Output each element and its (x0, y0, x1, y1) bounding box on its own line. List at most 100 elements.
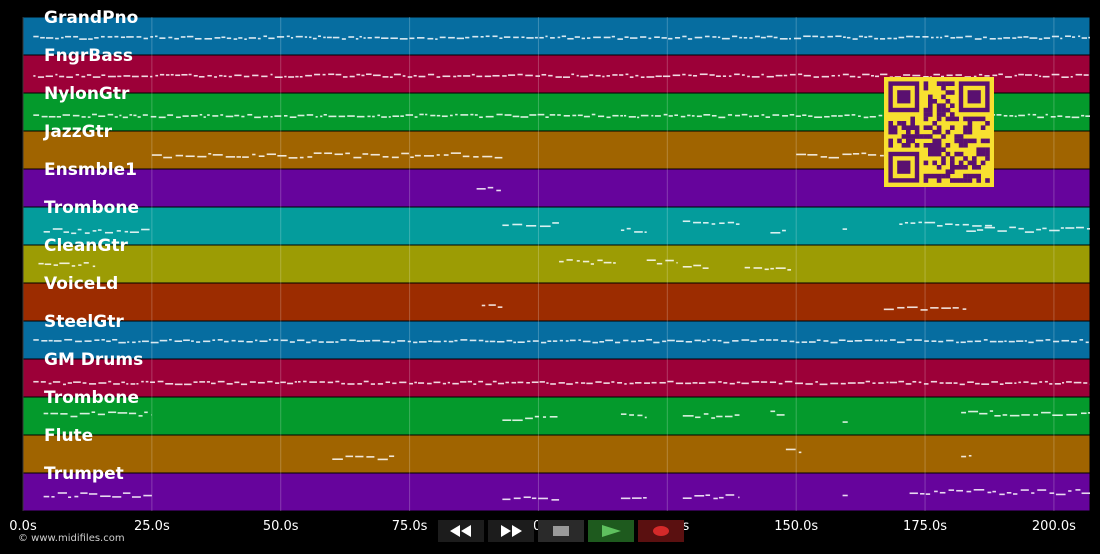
stop-button[interactable] (538, 520, 584, 542)
qr-module (932, 129, 937, 135)
note-mark (53, 340, 62, 342)
fast-forward-button[interactable] (488, 520, 534, 542)
note-mark (43, 231, 50, 233)
track-lane[interactable] (22, 472, 1091, 512)
note-mark (92, 265, 96, 268)
note-mark (552, 340, 558, 342)
qr-module (963, 143, 968, 148)
track-lane[interactable] (22, 244, 1091, 284)
note-mark (478, 380, 484, 383)
note-mark (838, 115, 843, 117)
note-mark (599, 341, 605, 343)
note-mark (390, 37, 398, 40)
note-mark (51, 496, 55, 498)
rewind-button[interactable] (438, 520, 484, 542)
note-mark (1050, 116, 1056, 118)
note-mark (893, 37, 898, 40)
note-mark (592, 341, 598, 344)
note-mark (654, 36, 660, 39)
note-mark (572, 114, 577, 117)
record-button[interactable] (638, 520, 684, 542)
note-mark (267, 380, 273, 383)
note-mark (55, 73, 58, 76)
note-mark (612, 74, 618, 76)
note-mark (448, 36, 455, 39)
note-mark (992, 490, 996, 493)
note-mark (309, 36, 312, 39)
note-mark (1073, 381, 1082, 384)
note-mark (122, 116, 128, 119)
qr-module (936, 125, 942, 130)
note-mark (795, 115, 801, 117)
note-mark (692, 382, 698, 384)
note-mark (765, 116, 771, 118)
note-mark (1065, 35, 1071, 38)
note-mark (858, 115, 861, 117)
note-mark (447, 381, 451, 384)
qr-module (941, 85, 946, 91)
note-mark (905, 383, 912, 385)
qr-module (967, 121, 973, 126)
track-lane[interactable] (22, 16, 1091, 56)
qr-module (941, 94, 946, 100)
note-mark (381, 116, 387, 118)
note-mark (473, 156, 479, 158)
track-lane[interactable] (22, 434, 1091, 474)
note-mark (289, 116, 297, 118)
note-mark (682, 415, 694, 417)
track-lane[interactable] (22, 282, 1091, 322)
qr-module (914, 129, 920, 135)
note-mark (532, 340, 539, 342)
note-mark (326, 36, 332, 39)
note-mark (50, 412, 59, 415)
note-mark (1071, 36, 1076, 38)
transport-controls (438, 520, 684, 542)
note-mark (635, 74, 639, 77)
qr-module (976, 147, 981, 152)
note-mark (989, 410, 994, 412)
note-mark (874, 75, 880, 78)
qr-module (932, 147, 937, 152)
note-mark (40, 381, 46, 383)
note-mark (770, 410, 776, 413)
note-mark (141, 380, 144, 383)
note-mark (502, 419, 512, 421)
note-mark (547, 340, 552, 342)
play-button[interactable] (588, 520, 634, 542)
track-lane[interactable] (22, 206, 1091, 246)
note-mark (238, 37, 243, 39)
note-mark (864, 339, 873, 341)
qr-module (910, 138, 915, 144)
note-mark (274, 115, 282, 117)
note-mark (1043, 37, 1051, 39)
note-mark (582, 260, 590, 263)
note-mark (372, 115, 375, 118)
note-mark (711, 417, 716, 419)
note-mark (931, 340, 937, 342)
note-mark (566, 383, 573, 385)
note-mark (998, 73, 1003, 76)
note-mark (363, 37, 366, 39)
note-mark (545, 116, 549, 118)
note-mark (133, 114, 137, 117)
track-lane[interactable] (22, 320, 1091, 360)
note-mark (939, 382, 944, 384)
note-mark (191, 340, 194, 342)
note-mark (996, 114, 1002, 116)
note-mark (33, 35, 39, 38)
note-mark (925, 493, 931, 495)
note-mark (382, 76, 389, 78)
note-mark (1009, 115, 1014, 117)
note-mark (114, 116, 118, 118)
note-mark (644, 231, 647, 233)
note-mark (858, 35, 863, 38)
note-mark (212, 154, 223, 156)
note-mark (738, 496, 740, 499)
note-mark (414, 154, 421, 157)
note-mark (985, 224, 993, 227)
note-mark (349, 339, 356, 342)
note-mark (603, 36, 611, 39)
note-mark (144, 411, 148, 414)
track-lane[interactable] (22, 358, 1091, 398)
